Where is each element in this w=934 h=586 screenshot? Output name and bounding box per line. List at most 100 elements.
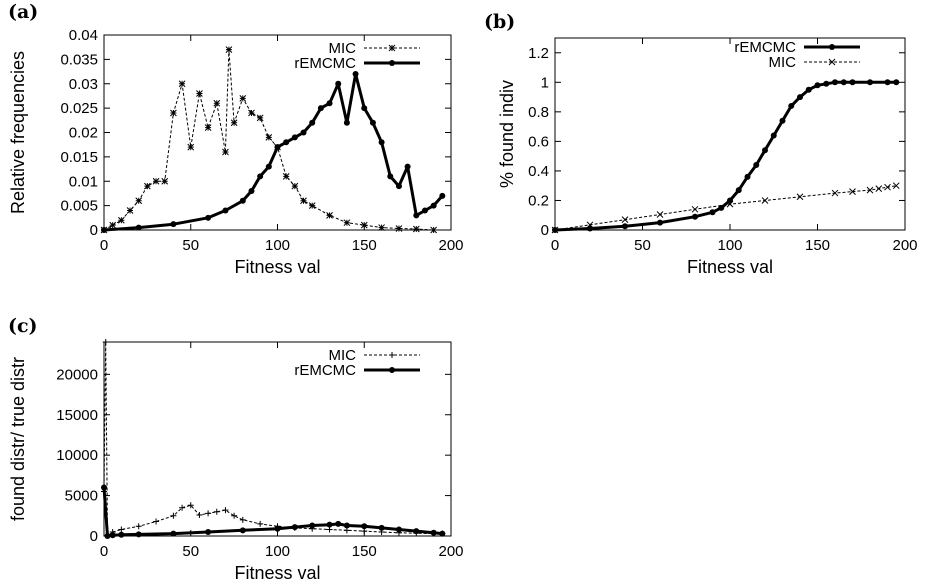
data-point xyxy=(309,119,316,126)
series-line xyxy=(103,72,444,232)
series-mic xyxy=(100,46,438,234)
data-point xyxy=(135,197,143,205)
data-point xyxy=(196,90,203,97)
y-tick-label: 1 xyxy=(541,74,549,91)
y-tick-label: 0.035 xyxy=(60,51,98,68)
data-point xyxy=(126,207,134,214)
data-point xyxy=(213,508,220,515)
data-point xyxy=(239,527,246,534)
data-point xyxy=(360,221,368,229)
data-point xyxy=(622,223,628,230)
chart-panel-a: (a) 0 50 100 150 200 0 0.005 0.01 0.015 0.02 0.025… xyxy=(8,1,464,277)
y-tick-label: 0.4 xyxy=(528,163,549,180)
data-point xyxy=(369,119,376,126)
data-point xyxy=(770,132,777,139)
data-point xyxy=(101,227,107,233)
y-tick-label: 0.005 xyxy=(60,198,98,215)
data-point xyxy=(274,525,281,532)
data-point xyxy=(239,516,246,523)
data-point xyxy=(205,214,212,221)
data-point xyxy=(343,522,350,529)
data-point xyxy=(239,197,246,204)
legend-label: rEMCMC xyxy=(294,55,356,72)
data-point xyxy=(205,510,212,517)
data-point xyxy=(421,207,428,214)
data-point xyxy=(187,502,194,509)
data-point xyxy=(551,226,559,234)
data-point xyxy=(248,109,255,117)
data-point xyxy=(309,522,316,529)
data-point xyxy=(179,504,186,511)
legend-label: MIC xyxy=(329,40,357,57)
data-point xyxy=(291,134,298,141)
data-point xyxy=(866,186,874,194)
data-point xyxy=(135,224,142,231)
data-point xyxy=(439,192,446,199)
data-point xyxy=(300,129,307,136)
data-point xyxy=(726,200,734,208)
y-axis-label: % found indiv xyxy=(497,80,517,188)
data-point xyxy=(361,105,368,112)
y-tick-label: 0.2 xyxy=(528,192,549,209)
chart-panel-b: (b) 0 50 100 150 200 0 0.2 0.4 0.6 0.8 1 1.2 Fitness… xyxy=(484,11,918,277)
y-tick-label: 0.015 xyxy=(60,149,98,166)
y-tick-label: 0.01 xyxy=(69,173,98,190)
x-tick-label: 50 xyxy=(634,237,651,254)
data-point xyxy=(222,507,229,514)
data-point xyxy=(265,163,272,170)
x-tick-label: 200 xyxy=(438,237,463,254)
data-point xyxy=(439,530,446,537)
data-point xyxy=(256,114,264,122)
data-point xyxy=(196,511,203,518)
x-axis-label: Fitness val xyxy=(234,257,320,277)
data-point xyxy=(430,202,437,209)
data-point xyxy=(101,484,107,491)
legend-marker xyxy=(829,44,835,50)
data-point xyxy=(170,530,177,537)
data-point xyxy=(265,134,273,141)
x-tick-label: 200 xyxy=(438,543,463,560)
data-point xyxy=(797,94,803,101)
legend-marker xyxy=(389,367,395,373)
data-point xyxy=(404,163,411,170)
legend-marker xyxy=(828,58,836,66)
legend-label: MIC xyxy=(769,54,797,71)
data-point xyxy=(395,526,402,533)
data-point xyxy=(867,79,873,86)
panel-letter-a: (a) xyxy=(8,1,38,23)
data-point xyxy=(709,209,716,216)
data-point xyxy=(805,86,812,93)
data-point xyxy=(412,225,420,233)
y-tick-label: 0.04 xyxy=(69,27,98,44)
y-tick-label: 0.03 xyxy=(69,76,98,93)
data-point xyxy=(335,520,342,527)
data-point xyxy=(884,183,891,191)
x-tick-label: 100 xyxy=(265,543,290,560)
data-point xyxy=(430,226,438,234)
data-point xyxy=(326,212,333,219)
x-tick-label: 200 xyxy=(892,237,917,254)
data-point xyxy=(893,79,900,86)
data-point xyxy=(204,124,212,131)
series-remcmc xyxy=(101,484,446,539)
series-line xyxy=(102,487,443,538)
data-point xyxy=(291,524,298,531)
series-line xyxy=(103,341,443,537)
data-point xyxy=(378,139,385,146)
data-point xyxy=(326,521,333,528)
x-tick-label: 50 xyxy=(182,237,199,254)
data-point xyxy=(691,205,699,213)
data-point xyxy=(762,147,768,154)
data-point xyxy=(118,526,125,533)
y-tick-label: 0 xyxy=(90,222,98,239)
data-point xyxy=(117,216,125,224)
data-point xyxy=(849,79,856,86)
data-point xyxy=(352,71,359,77)
data-point xyxy=(814,82,821,89)
x-tick-label: 50 xyxy=(182,543,199,560)
y-tick-label: 10000 xyxy=(56,447,98,464)
x-tick-label: 0 xyxy=(551,237,559,254)
y-tick-label: 5000 xyxy=(65,488,98,505)
x-tick-label: 150 xyxy=(352,543,377,560)
